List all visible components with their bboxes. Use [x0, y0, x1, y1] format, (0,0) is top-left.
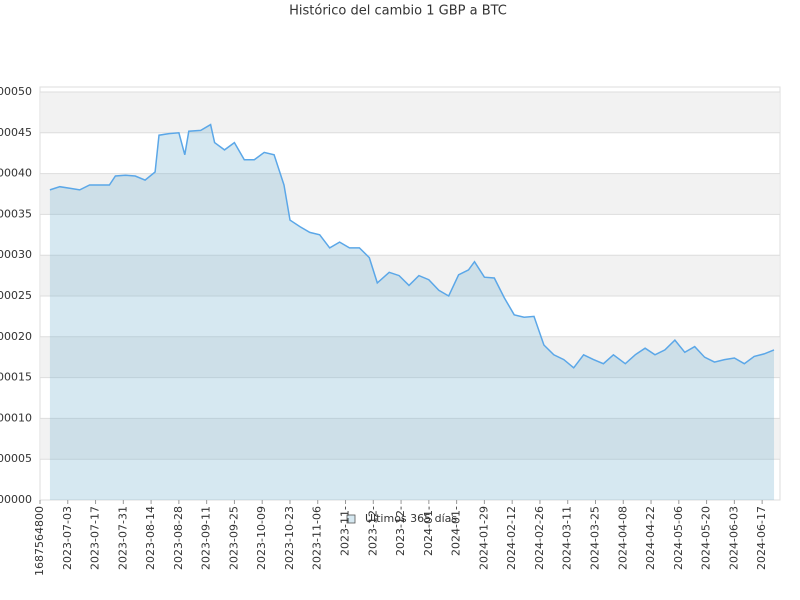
x-tick-label: 2024-02-12	[505, 506, 518, 570]
x-tick-label: 2023-07-17	[89, 506, 102, 570]
y-tick-label: 0.000040	[0, 167, 32, 180]
x-tick-label: 2023-08-28	[172, 506, 185, 570]
x-tick-label: 2024-04-22	[644, 506, 657, 570]
y-tick-label: 0.000010	[0, 411, 32, 424]
grid-band	[41, 255, 779, 296]
x-tick-label: 2024-02-26	[533, 506, 546, 570]
x-tick-label: 2024-04-08	[616, 506, 629, 570]
x-tick-label: 2023-09-11	[200, 506, 213, 570]
x-tick-label: 2024-01-	[422, 506, 435, 556]
x-tick-label: 2023-11-	[339, 506, 352, 556]
x-tick-label: 2023-10-09	[255, 506, 268, 570]
chart-title: Histórico del cambio 1 GBP a BTC	[289, 4, 507, 19]
x-tick-label: 2024-03-25	[588, 506, 601, 570]
x-tick-label: 2023-07-03	[61, 506, 74, 570]
y-tick-label: 0.000030	[0, 248, 32, 261]
x-tick-label: 2024-01-29	[477, 506, 490, 570]
grid-band	[41, 173, 779, 215]
x-tick-label: 2024-05-06	[672, 506, 685, 570]
x-tick-label: 2024-06-03	[727, 506, 740, 570]
y-tick-label: 0.000020	[0, 330, 32, 343]
x-tick-label: 2023-12-	[394, 506, 407, 556]
x-tick-label: 2023-08-14	[144, 506, 157, 570]
x-tick-label: 2023-09-25	[227, 506, 240, 570]
grid-band	[41, 418, 779, 460]
x-tick-label: 2024-06-17	[755, 506, 768, 570]
x-tick-label: 2023-07-31	[116, 506, 129, 570]
line	[49, 123, 775, 369]
x-tick-label: 1687564800	[33, 506, 46, 576]
legend-label: Últimos 365 días	[365, 512, 457, 525]
x-tick-label: 2023-10-23	[283, 506, 296, 570]
x-tick-label: 2024-03-11	[561, 506, 574, 570]
legend-swatch	[346, 514, 356, 524]
x-tick-label: 2024-01-	[450, 506, 463, 556]
grid-band	[41, 92, 779, 133]
x-tick-label: 2024-05-20	[700, 506, 713, 570]
x-tick-label: 2023-12-	[366, 506, 379, 556]
grid-band	[41, 336, 779, 378]
x-tick-label: 2023-11-06	[311, 506, 324, 570]
area-fill	[49, 124, 775, 500]
